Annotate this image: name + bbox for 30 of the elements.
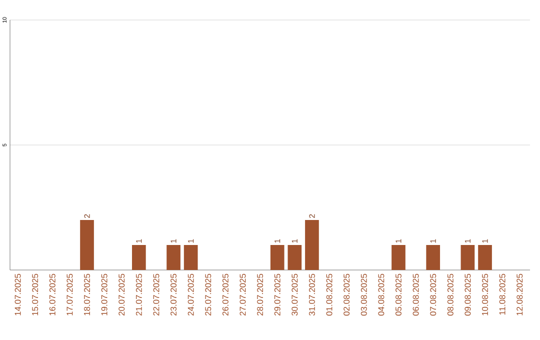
x-tick-label: 25.07.2025	[205, 274, 212, 316]
x-tick-label: 20.07.2025	[118, 274, 125, 316]
x-tick-label: 21.07.2025	[136, 274, 142, 316]
x-tick-label: 06.08.2025	[412, 274, 419, 316]
x-tick-label: 14.07.2025	[14, 274, 21, 316]
x-tick-label: 23.07.2025	[170, 274, 177, 316]
x-tick-label: 19.07.2025	[101, 274, 108, 316]
x-tick-label: 09.08.2025	[464, 274, 471, 316]
x-tick-label: 12.08.2025	[516, 274, 523, 316]
x-tick-label: 08.08.2025	[447, 274, 454, 316]
x-tick-label: 15.07.2025	[32, 274, 38, 316]
x-tick-label: 07.08.2025	[430, 274, 436, 316]
x-tick-label: 31.07.2025	[308, 274, 315, 316]
x-tick-label: 10.08.2025	[482, 274, 488, 316]
x-tick-label: 26.07.2025	[222, 274, 228, 316]
x-tick-label: 01.08.2025	[326, 274, 332, 316]
x-tick-label: 02.08.2025	[344, 274, 350, 316]
x-tick-label: 22.07.2025	[153, 274, 160, 316]
x-tick-label: 18.07.2025	[84, 274, 90, 316]
x-tick-label: 05.08.2025	[396, 274, 402, 316]
x-tick-label: 29.07.2025	[274, 274, 280, 316]
x-tick-label: 03.08.2025	[360, 274, 367, 316]
x-tick-label: 27.07.2025	[240, 274, 246, 316]
x-tick-label: 17.07.2025	[66, 274, 73, 316]
x-tick-label: 28.07.2025	[257, 274, 264, 316]
x-tick-label: 11.08.2025	[499, 274, 506, 315]
x-tick-label: 04.08.2025	[378, 274, 384, 316]
x-tick-label: 30.07.2025	[292, 274, 298, 316]
x-tick-label: 16.07.2025	[49, 274, 56, 316]
x-tick-label: 24.07.2025	[188, 274, 194, 316]
